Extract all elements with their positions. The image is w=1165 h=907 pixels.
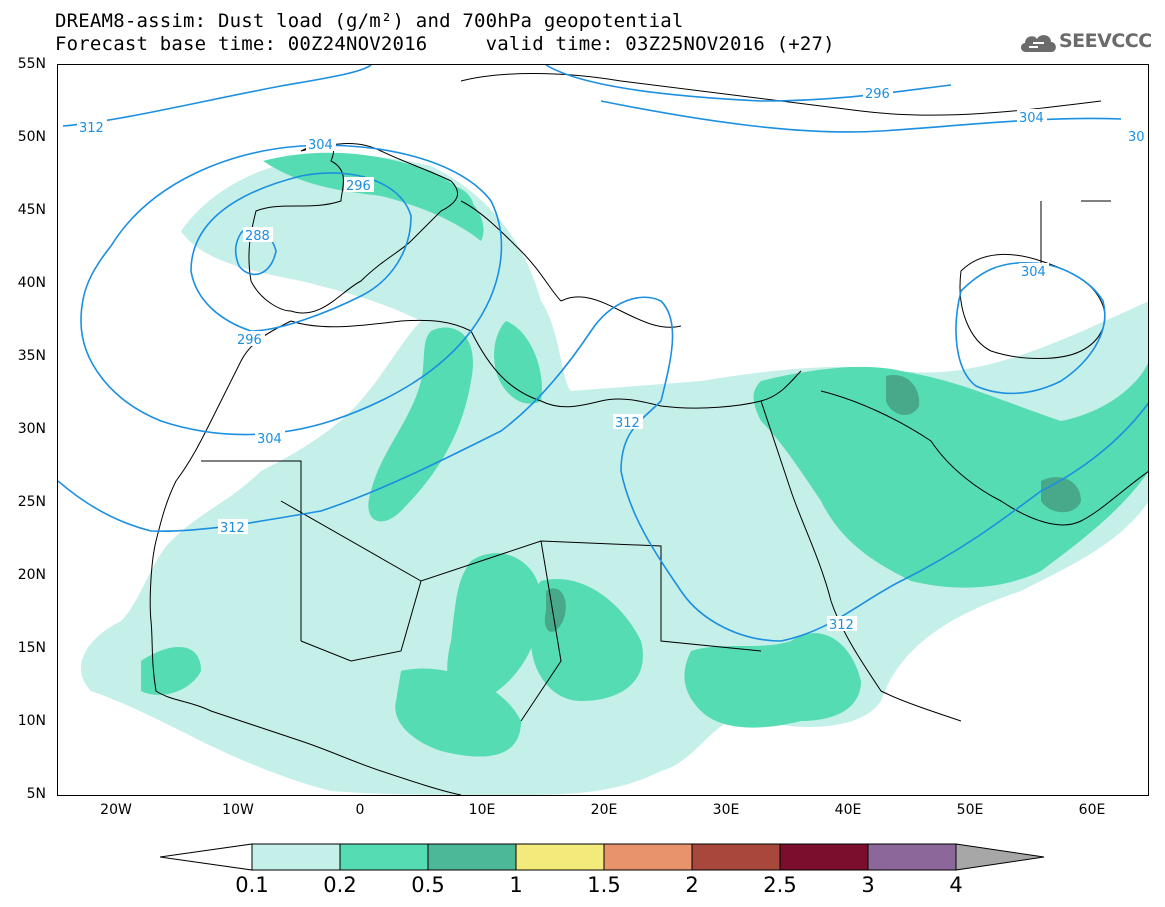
colorbar-label: 2 [685,873,699,897]
contour-label: 304 [1019,111,1044,126]
lat-label: 30N [17,421,46,437]
contour-label: 312 [79,121,104,136]
lat-label: 25N [17,494,46,510]
contour-label-group: 312 304 296 288 296 304 312 296 304 304 … [77,85,1145,633]
lat-label: 5N [26,786,46,802]
lat-label: 50N [17,129,46,145]
contour-label: 312 [829,618,854,633]
dust-map[interactable]: 312 304 296 288 296 304 312 296 304 304 … [57,64,1149,796]
lon-label: 10W [222,802,254,818]
map-title: DREAM8-assim: Dust load (g/m²) and 700hP… [55,10,684,32]
colorbar-label: 0.2 [323,873,357,897]
colorbar-label: 2.5 [763,873,797,897]
lon-label: 40E [834,802,862,818]
lat-label: 15N [17,640,46,656]
colorbar-label: 4 [949,873,963,897]
colorbar-label: 3 [861,873,875,897]
logo-text: SEEVCCC [1059,30,1152,52]
contour-label: 296 [865,87,890,102]
lat-label: 20N [17,567,46,583]
contour-label: 296 [237,333,262,348]
colorbar-swatch [339,843,429,871]
colorbar-label: 0.1 [235,873,269,897]
colorbar-svg [159,843,1045,871]
lon-label: 0 [355,802,365,818]
coastlines [149,73,1148,795]
colorbar-swatch [779,843,869,871]
contour-label: 304 [257,432,282,447]
lon-label: 50E [956,802,984,818]
lat-label: 35N [17,348,46,364]
geopotential-contours [58,65,1148,642]
contour-label: 304 [1021,265,1046,280]
lon-label: 30E [712,802,740,818]
contour-label: 296 [346,179,371,194]
dust-layer-0.1 [81,155,1148,795]
seevccc-logo: SEEVCCC [1018,26,1153,58]
contour-label: 304 [308,138,333,153]
lat-label: 55N [17,56,46,72]
lon-label: 60E [1078,802,1106,818]
colorbar-swatch [515,843,605,871]
lon-label: 20W [100,802,132,818]
lat-label: 40N [17,275,46,291]
colorbar-low-arrow [159,843,253,871]
lon-label: 20E [590,802,618,818]
colorbar-high-arrow [955,843,1045,871]
colorbar [159,842,1045,872]
lat-label: 45N [17,202,46,218]
lat-label: 10N [17,713,46,729]
forecast-time-subtitle: Forecast base time: 00Z24NOV2016 valid t… [55,33,835,55]
contour-label: 288 [245,229,270,244]
colorbar-label: 0.5 [411,873,445,897]
contour-label: 30 [1128,130,1145,145]
contour-label: 312 [220,521,245,536]
colorbar-swatch [427,843,517,871]
colorbar-swatch [691,843,781,871]
map-canvas: 312 304 296 288 296 304 312 296 304 304 … [58,65,1148,795]
colorbar-label: 1.5 [587,873,621,897]
cloud-icon [1020,35,1056,52]
contour-label: 312 [615,416,640,431]
colorbar-label: 1 [509,873,523,897]
colorbar-swatch [603,843,693,871]
colorbar-swatch [867,843,957,871]
lon-label: 10E [468,802,496,818]
dust-layer-0.2 [141,152,1148,757]
colorbar-swatch [251,843,341,871]
